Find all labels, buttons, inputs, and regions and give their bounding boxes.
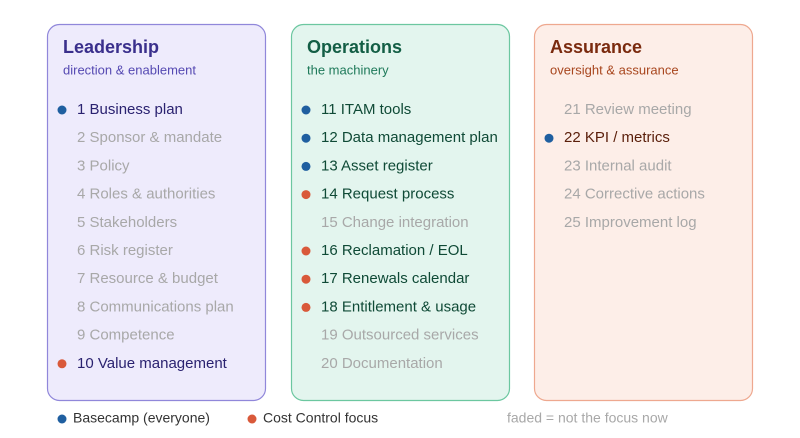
item-label: 23 Internal audit [564, 157, 672, 174]
item-label: 24 Corrective actions [564, 186, 705, 203]
status-dot [57, 105, 67, 115]
column-subtitle: direction & enablement [63, 62, 196, 77]
legend-dot [57, 414, 67, 424]
item-label: 21 Review meeting [564, 101, 692, 118]
item-label: 8 Communications plan [77, 298, 234, 315]
item-label: 1 Business plan [77, 101, 183, 118]
item-label: 6 Risk register [77, 242, 173, 259]
item-label: 13 Asset register [321, 157, 433, 174]
legend-note: faded = not the focus now [507, 410, 669, 426]
status-dot [301, 274, 311, 284]
item-label: 3 Policy [77, 157, 130, 174]
legend-dot [247, 414, 257, 424]
item-label: 7 Resource & budget [77, 270, 219, 287]
column-panel [290, 23, 511, 402]
item-label: 2 Sponsor & mandate [77, 129, 222, 146]
status-dot [301, 105, 311, 115]
item-label: 14 Request process [321, 186, 454, 203]
item-label: 20 Documentation [321, 355, 443, 372]
item-label: 18 Entitlement & usage [321, 298, 476, 315]
item-label: 22 KPI / metrics [564, 129, 670, 146]
legend-label: Cost Control focus [263, 410, 378, 426]
status-dot [301, 246, 311, 256]
status-dot [301, 133, 311, 143]
status-dot [544, 133, 554, 143]
item-label: 16 Reclamation / EOL [321, 242, 468, 259]
item-label: 17 Renewals calendar [321, 270, 469, 287]
status-dot [57, 359, 67, 369]
column-subtitle: oversight & assurance [550, 62, 679, 77]
status-dot [301, 161, 311, 171]
status-dot [301, 190, 311, 200]
column-title: Leadership [63, 37, 159, 57]
column-panel [46, 23, 267, 402]
column-panel [533, 23, 754, 402]
item-label: 4 Roles & authorities [77, 186, 215, 203]
item-label: 19 Outsourced services [321, 327, 479, 344]
item-label: 15 Change integration [321, 214, 469, 231]
legend-label: Basecamp (everyone) [73, 410, 210, 426]
column-title: Assurance [550, 37, 642, 57]
item-label: 11 ITAM tools [321, 101, 411, 118]
status-dot [301, 302, 311, 312]
item-label: 12 Data management plan [321, 129, 498, 146]
column-subtitle: the machinery [307, 62, 389, 77]
item-label: 10 Value management [77, 355, 228, 372]
column-title: Operations [307, 37, 402, 57]
item-label: 9 Competence [77, 327, 175, 344]
item-label: 25 Improvement log [564, 214, 697, 231]
item-label: 5 Stakeholders [77, 214, 177, 231]
